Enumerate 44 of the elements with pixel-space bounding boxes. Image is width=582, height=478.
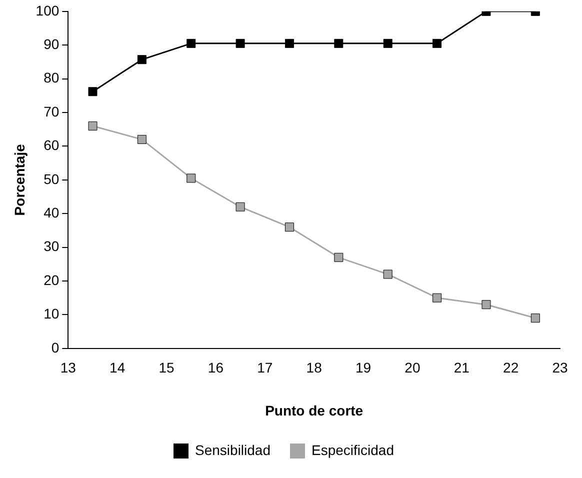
point <box>186 174 196 183</box>
y-tick-label: 100 <box>36 2 60 18</box>
point <box>432 38 442 48</box>
point <box>137 55 146 64</box>
y-tick-label: 60 <box>44 137 60 154</box>
x-tick-label: 20 <box>404 360 420 376</box>
y-tick-label: 50 <box>44 170 60 187</box>
legend-label: Sensibilidad <box>195 442 271 458</box>
y-tick-label: 0 <box>51 339 60 356</box>
point <box>137 134 146 144</box>
x-tick-label: 19 <box>355 360 372 376</box>
x-tick-label: 16 <box>208 360 224 376</box>
x-tick-label: 22 <box>503 360 519 376</box>
x-tick-label: 23 <box>552 360 568 376</box>
point <box>482 300 491 310</box>
point <box>284 38 294 48</box>
x-tick-label: 17 <box>257 360 273 376</box>
point <box>334 38 344 48</box>
y-tick-label: 70 <box>44 103 60 120</box>
point <box>383 38 392 48</box>
y-tick-label: 90 <box>44 36 60 52</box>
point <box>530 314 540 323</box>
point <box>432 293 442 302</box>
point <box>88 87 98 96</box>
x-tick-label: 14 <box>110 360 126 376</box>
x-axis-title: Punto de corte <box>265 402 364 418</box>
y-tick-label: 20 <box>44 272 60 288</box>
x-tick-label: 15 <box>158 360 175 376</box>
point <box>236 202 245 212</box>
point <box>383 270 392 279</box>
x-tick-label: 13 <box>60 360 76 376</box>
y-axis-title: Porcentaje <box>11 144 28 216</box>
y-tick-label: 30 <box>44 238 60 254</box>
y-tick-label: 40 <box>44 204 60 220</box>
x-tick-label: 18 <box>306 360 322 376</box>
y-tick-label: 10 <box>44 306 60 322</box>
point <box>334 252 344 262</box>
point <box>284 222 294 232</box>
point <box>186 38 196 48</box>
legend-label: Especificidad <box>312 442 394 458</box>
y-tick-label: 80 <box>44 70 60 86</box>
x-tick-label: 21 <box>454 360 470 376</box>
point <box>236 38 245 48</box>
point <box>88 121 98 130</box>
